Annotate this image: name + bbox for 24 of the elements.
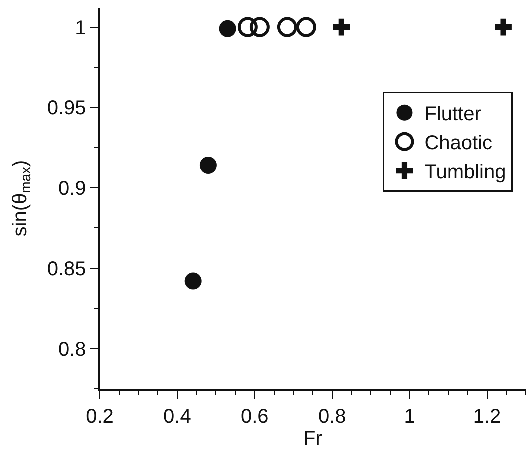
point <box>250 17 270 38</box>
x-tick-label: 1 <box>404 406 416 428</box>
x-tick-label: 0.8 <box>318 406 346 428</box>
y-tick-label: 0.8 <box>58 338 86 361</box>
x-tick-label: 0.4 <box>164 406 192 428</box>
point <box>219 20 236 38</box>
point <box>184 272 202 290</box>
x-tick-label: 1.2 <box>473 406 502 428</box>
x-tick-label: 0.6 <box>241 406 269 428</box>
legend-label: Tumbling <box>424 162 506 184</box>
y-tick-label: 0.9 <box>58 178 86 200</box>
legend-label: Flutter <box>424 104 482 126</box>
y-tick-label: 1 <box>75 17 86 40</box>
point <box>296 17 316 38</box>
point <box>238 17 258 38</box>
x-axis-title: Fr <box>304 428 323 450</box>
point <box>200 157 217 174</box>
y-tick-label: 0.95 <box>47 98 86 120</box>
x-tick-label: 0.2 <box>86 406 114 428</box>
point <box>277 17 298 38</box>
point <box>333 18 350 36</box>
legend-label: Chaotic <box>424 132 493 155</box>
y-tick-label: 0.85 <box>47 258 86 280</box>
point <box>495 18 512 36</box>
